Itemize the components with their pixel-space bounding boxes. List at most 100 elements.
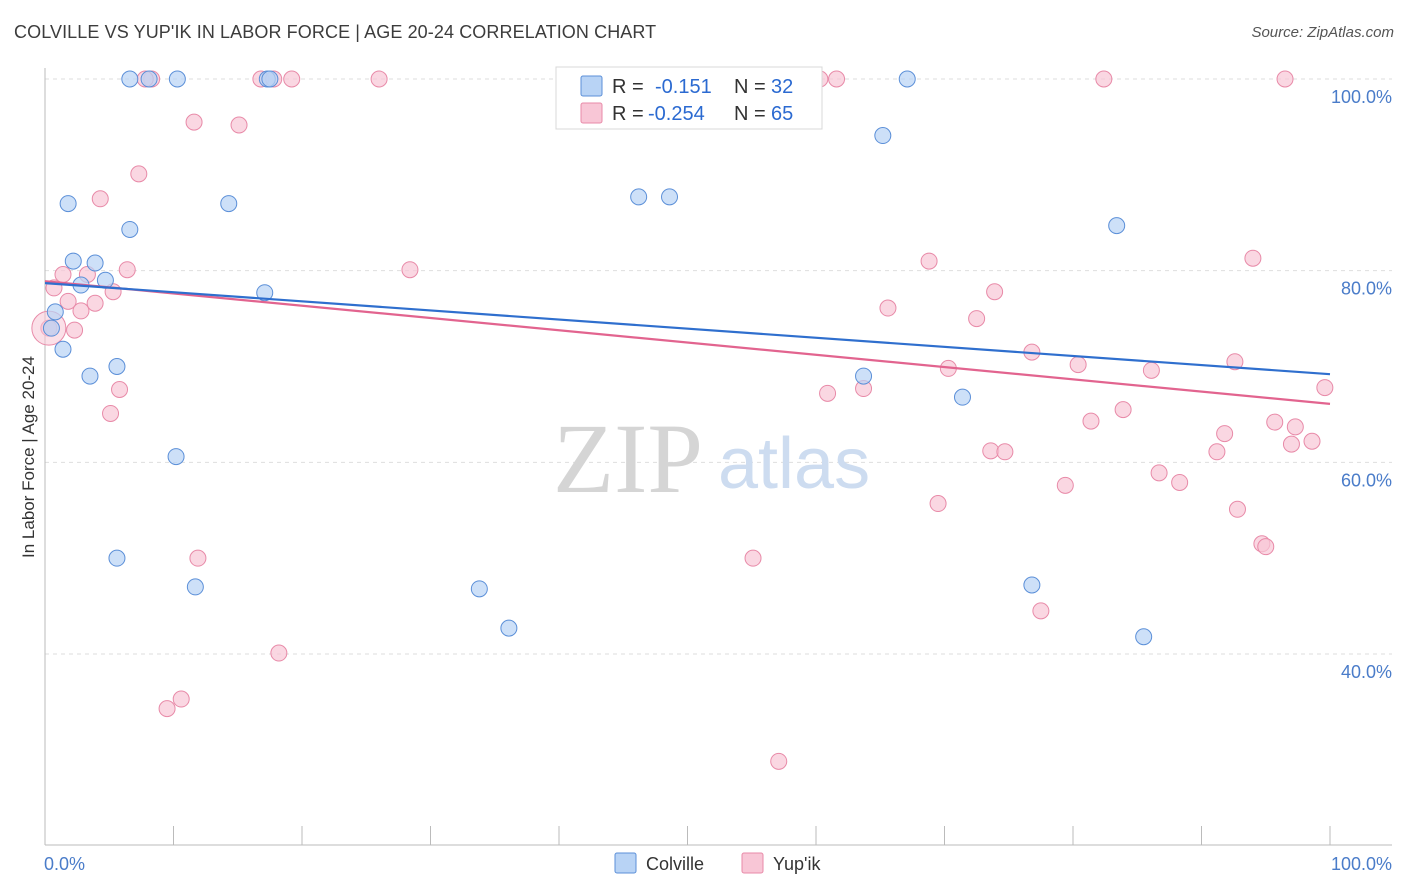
yupik-point-9 [102,404,120,422]
yupik-point-61 [1286,418,1304,436]
colville-point-6 [81,367,99,385]
colville-point-12 [121,70,139,88]
yupik-point-45 [1082,412,1100,430]
yupik-point-37 [968,310,986,328]
series-legend: Colville Yup'ik [614,852,821,874]
colville-r-label: R = [612,76,644,98]
colville-trend-line [44,282,1331,376]
yupik-point-4 [66,321,84,339]
colville-point-21 [470,580,488,598]
yupik-n-label: N = [734,103,766,125]
colville-point-20 [261,70,279,88]
colville-point-11 [121,220,139,238]
yupik-point-39 [986,283,1004,301]
yupik-point-16 [172,690,190,708]
colville-point-17 [220,195,238,213]
yupik-point-7 [86,294,104,312]
yupik-point-19 [230,116,248,134]
x-tick-label-max: 100.0% [1331,854,1392,874]
yupik-point-59 [1276,70,1294,88]
colville-n-label: N = [734,76,766,98]
colville-n-value: 32 [771,76,793,98]
y-tick-label-100: 100.0% [1331,87,1392,107]
y-tick-label-80: 80.0% [1341,279,1392,299]
yupik-point-11 [111,381,129,398]
colville-points [42,70,1153,646]
colville-point-30 [1108,217,1126,235]
yupik-point-24 [370,70,388,88]
y-axis-tick-labels: 40.0% 60.0% 80.0% 100.0% [1331,87,1392,682]
legend-colville-label: Colville [646,854,704,874]
colville-point-31 [1135,628,1153,646]
yupik-r-value: -0.254 [648,103,705,125]
gridlines [45,78,1392,655]
yupik-point-62 [1303,432,1321,450]
yupik-point-17 [185,113,203,131]
yupik-point-46 [1095,70,1113,88]
legend-colville-swatch [614,852,637,874]
watermark-atlas: atlas [718,424,870,504]
axes [44,68,1392,846]
colville-point-28 [953,388,971,406]
colville-point-13 [140,70,158,88]
colville-point-24 [661,188,679,206]
yupik-point-54 [1228,500,1246,518]
yupik-point-51 [1208,443,1226,461]
yupik-point-12 [118,261,136,279]
yupik-point-8 [91,190,109,208]
yupik-trend-line [44,280,1331,405]
yupik-r-label: R = [612,103,644,125]
colville-point-25 [855,367,873,385]
trend-lines [44,280,1331,405]
colville-point-4 [64,252,82,270]
x-tick-label-min: 0.0% [44,854,85,874]
y-tick-label-60: 60.0% [1341,470,1392,490]
colville-point-16 [186,578,204,596]
colville-point-27 [898,70,916,88]
yupik-point-27 [770,752,788,770]
yupik-point-57 [1257,538,1275,556]
legend-yupik-swatch [741,852,764,874]
watermark-zip: ZIP [553,403,703,514]
yupik-point-49 [1150,464,1168,482]
yupik-point-60 [1282,435,1300,453]
colville-point-29 [1023,576,1041,594]
colville-point-26 [874,127,892,145]
yupik-point-22 [270,644,288,662]
colville-r-value: -0.151 [655,76,712,98]
colville-point-7 [86,254,104,272]
y-axis-label: In Labor Force | Age 20-24 [19,356,38,558]
colville-point-14 [168,70,186,88]
x-axis-ticks [44,826,1331,845]
yupik-point-47 [1114,401,1132,419]
chart-title: COLVILLE VS YUP'IK IN LABOR FORCE | AGE … [14,22,657,42]
yupik-point-63 [1316,379,1334,397]
yupik-point-42 [1032,602,1050,620]
yupik-point-50 [1171,473,1189,491]
colville-point-18 [256,284,274,302]
colville-point-1 [46,303,64,321]
colville-swatch [580,75,603,97]
yupik-points [31,70,1334,770]
yupik-point-26 [744,549,762,567]
yupik-point-48 [1142,361,1160,379]
yupik-point-58 [1266,413,1284,431]
colville-point-15 [167,448,185,466]
colville-point-3 [59,195,77,213]
yupik-point-38 [982,442,1000,460]
colville-point-0 [42,319,60,337]
colville-point-2 [54,340,72,358]
yupik-point-2 [54,266,72,283]
yupik-n-value: 65 [771,103,793,125]
yupik-point-52 [1216,425,1234,443]
colville-point-23 [630,188,648,206]
yupik-point-33 [879,299,897,317]
yupik-point-3 [59,292,77,310]
yupik-point-34 [929,495,947,513]
yupik-point-40 [996,443,1014,461]
yupik-point-15 [158,700,176,718]
colville-point-22 [500,619,518,637]
yupik-point-35 [920,252,938,270]
stats-legend: R = -0.151 N = 32 R = -0.254 N = 65 [555,66,823,130]
